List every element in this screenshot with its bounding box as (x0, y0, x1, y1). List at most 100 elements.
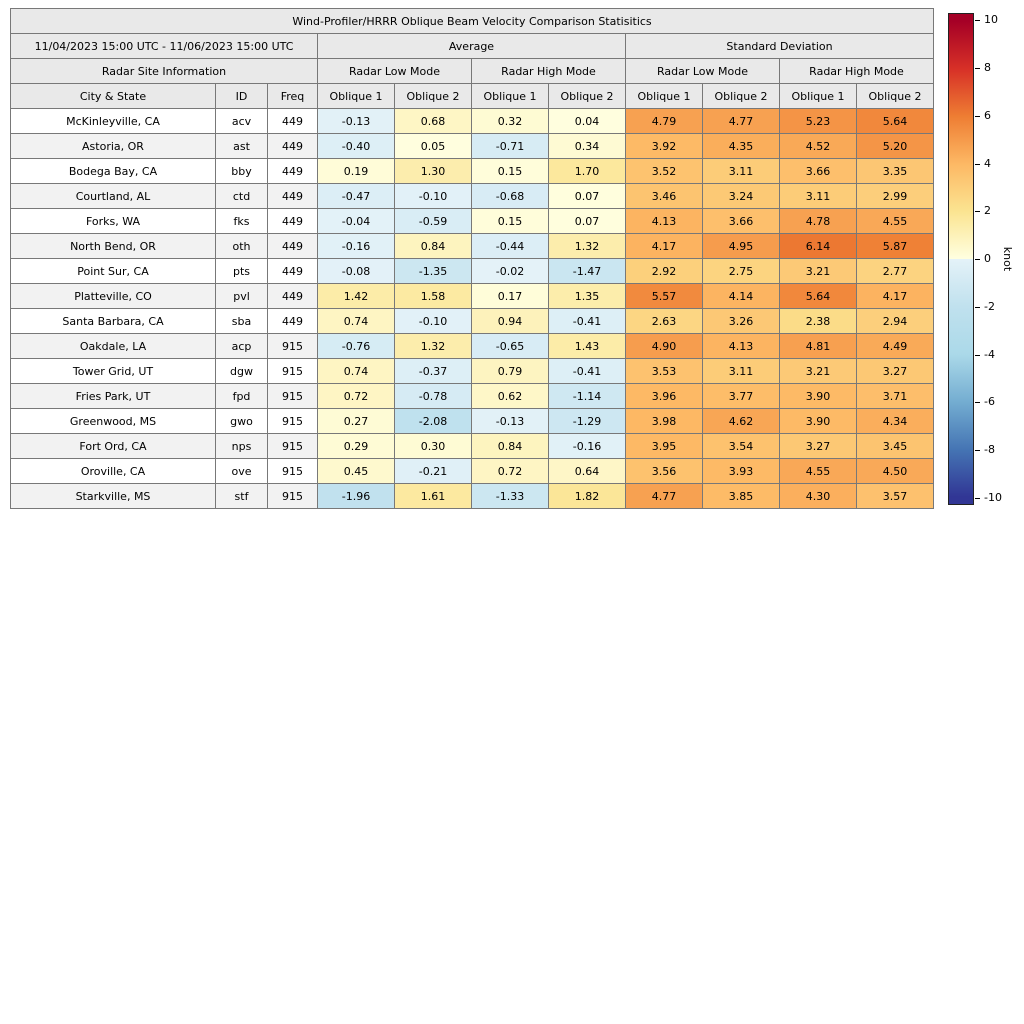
city-state-header: City & State (10, 83, 216, 109)
value-cell: 3.46 (625, 183, 703, 209)
oblique1-header: Oblique 1 (471, 83, 549, 109)
colorbar-tick-label: -10 (984, 490, 1002, 504)
city-cell: Oakdale, LA (10, 333, 216, 359)
table-row: Fries Park, UT fpd 915 0.72 -0.78 0.62 -1.14 3.… (10, 383, 934, 409)
table-row: Forks, WA fks 449 -0.04 -0.59 0.15 0.07 4.13 3.6… (10, 208, 934, 234)
value-cell: -0.08 (317, 258, 395, 284)
id-cell: pts (215, 258, 268, 284)
value-cell: 4.52 (779, 133, 857, 159)
city-cell: Point Sur, CA (10, 258, 216, 284)
colorbar-tick-label: 4 (984, 156, 991, 170)
colorbar-tick-label: 0 (984, 251, 991, 265)
city-cell: Bodega Bay, CA (10, 158, 216, 184)
value-cell: 2.94 (856, 308, 934, 334)
colorbar-tick (975, 163, 980, 165)
value-cell: 3.85 (702, 483, 780, 509)
city-cell: Platteville, CO (10, 283, 216, 309)
value-cell: 1.32 (394, 333, 472, 359)
value-cell: 1.82 (548, 483, 626, 509)
value-cell: 0.79 (471, 358, 549, 384)
value-cell: 2.63 (625, 308, 703, 334)
freq-cell: 449 (267, 283, 318, 309)
freq-cell: 915 (267, 333, 318, 359)
value-cell: 5.23 (779, 108, 857, 134)
value-cell: -2.08 (394, 408, 472, 434)
id-cell: ctd (215, 183, 268, 209)
city-cell: McKinleyville, CA (10, 108, 216, 134)
city-cell: North Bend, OR (10, 233, 216, 259)
colorbar-tick (975, 259, 980, 260)
city-cell: Tower Grid, UT (10, 358, 216, 384)
value-cell: 2.77 (856, 258, 934, 284)
freq-cell: 915 (267, 433, 318, 459)
value-cell: 4.62 (702, 408, 780, 434)
value-cell: 0.07 (548, 183, 626, 209)
std-high-mode-header: Radar High Mode (779, 58, 934, 84)
value-cell: 1.30 (394, 158, 472, 184)
id-cell: ove (215, 458, 268, 484)
value-cell: 4.13 (625, 208, 703, 234)
value-cell: 1.61 (394, 483, 472, 509)
date-range: 11/04/2023 15:00 UTC - 11/06/2023 15:00 … (10, 33, 318, 59)
colorbar: knot 10 8 6 4 2 0 -2 -4 -6 -8 -10 (948, 13, 1018, 505)
value-cell: 3.90 (779, 408, 857, 434)
table-row: McKinleyville, CA acv 449 -0.13 0.68 0.32 0.04… (10, 108, 934, 134)
id-cell: sba (215, 308, 268, 334)
value-cell: 3.90 (779, 383, 857, 409)
colorbar-tick (975, 354, 980, 356)
value-cell: 3.92 (625, 133, 703, 159)
value-cell: 3.11 (702, 158, 780, 184)
value-cell: -0.37 (394, 358, 472, 384)
table-row: Fort Ord, CA nps 915 0.29 0.30 0.84 -0.16 3.95 3… (10, 433, 934, 459)
freq-cell: 449 (267, 108, 318, 134)
value-cell: 0.72 (317, 383, 395, 409)
value-cell: 4.35 (702, 133, 780, 159)
value-cell: 0.30 (394, 433, 472, 459)
value-cell: 0.19 (317, 158, 395, 184)
value-cell: 5.64 (856, 108, 934, 134)
oblique1-header: Oblique 1 (317, 83, 395, 109)
value-cell: -1.35 (394, 258, 472, 284)
table-row: Tower Grid, UT dgw 915 0.74 -0.37 0.79 -0.41 3.… (10, 358, 934, 384)
city-cell: Fries Park, UT (10, 383, 216, 409)
id-cell: fks (215, 208, 268, 234)
value-cell: 1.43 (548, 333, 626, 359)
colorbar-gradient (948, 13, 974, 505)
value-cell: -0.10 (394, 308, 472, 334)
id-cell: dgw (215, 358, 268, 384)
value-cell: 5.64 (779, 283, 857, 309)
value-cell: -0.40 (317, 133, 395, 159)
value-cell: 3.66 (702, 208, 780, 234)
colorbar-tick (975, 211, 980, 213)
value-cell: 3.21 (779, 258, 857, 284)
colorbar-tick-label: -4 (984, 347, 995, 361)
city-cell: Starkville, MS (10, 483, 216, 509)
value-cell: -1.29 (548, 408, 626, 434)
oblique1-header: Oblique 1 (625, 83, 703, 109)
value-cell: 0.07 (548, 208, 626, 234)
value-cell: -0.44 (471, 233, 549, 259)
value-cell: 0.64 (548, 458, 626, 484)
id-header: ID (215, 83, 268, 109)
value-cell: 4.90 (625, 333, 703, 359)
id-cell: acv (215, 108, 268, 134)
city-cell: Fort Ord, CA (10, 433, 216, 459)
value-cell: 3.21 (779, 358, 857, 384)
value-cell: 5.87 (856, 233, 934, 259)
value-cell: 3.27 (856, 358, 934, 384)
value-cell: -0.47 (317, 183, 395, 209)
value-cell: 0.04 (548, 108, 626, 134)
id-cell: bby (215, 158, 268, 184)
value-cell: 1.58 (394, 283, 472, 309)
value-cell: 0.15 (471, 208, 549, 234)
table-row: Greenwood, MS gwo 915 0.27 -2.08 -0.13 -1.29 3.… (10, 408, 934, 434)
colorbar-tick-label: 10 (984, 13, 998, 27)
value-cell: 3.71 (856, 383, 934, 409)
value-cell: 4.13 (702, 333, 780, 359)
freq-header: Freq (267, 83, 318, 109)
value-cell: 2.99 (856, 183, 934, 209)
city-cell: Oroville, CA (10, 458, 216, 484)
value-cell: 1.70 (548, 158, 626, 184)
value-cell: 3.24 (702, 183, 780, 209)
value-cell: 3.95 (625, 433, 703, 459)
